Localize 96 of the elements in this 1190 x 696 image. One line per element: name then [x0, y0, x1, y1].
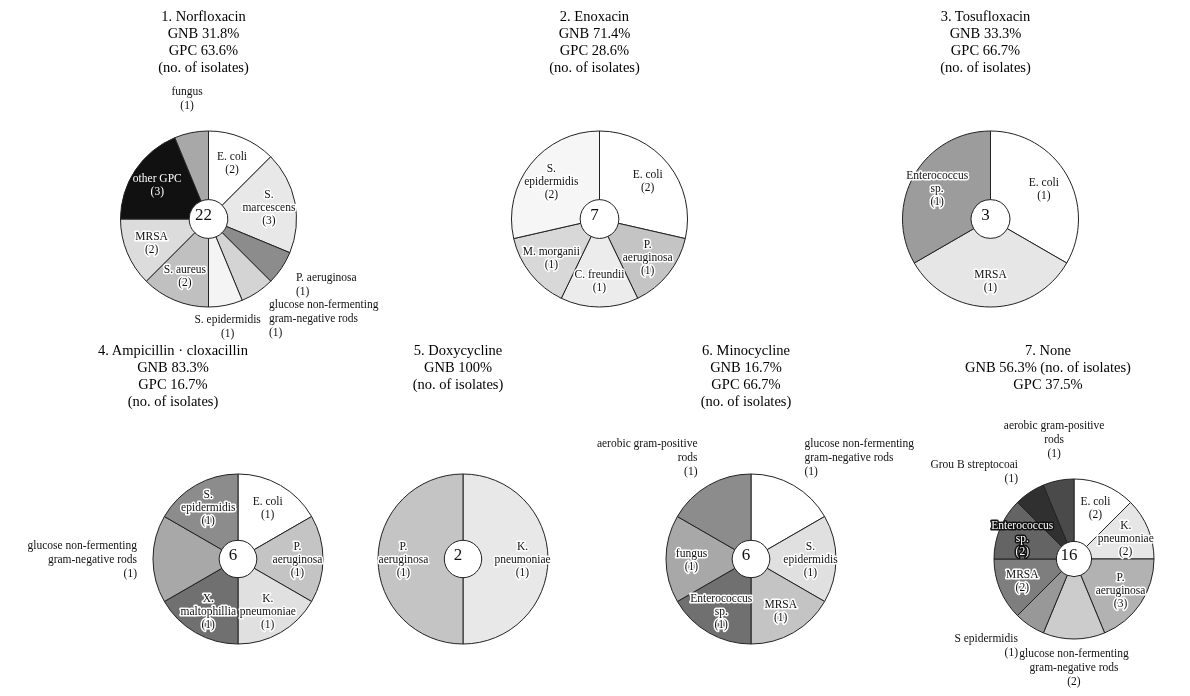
data-label: (1) [290, 566, 305, 579]
chart-subtitle: GNB 71.4% GPC 28.6% (no. of isolates) [548, 25, 641, 76]
slice-label: glucose non-fermenting gram-negative rods [268, 298, 379, 326]
data-label: (1) [261, 617, 275, 631]
chart-subtitle: GNB 100% (no. of isolates) [411, 359, 505, 393]
chart-subtitle: GNB 33.3% GPC 66.7% (no. of isolates) [939, 25, 1032, 76]
slice-label: P. aeruginosa [272, 540, 323, 566]
data-label: (1) [714, 617, 729, 631]
chart-subtitle: GNB 31.8% GPC 63.6% (no. of isolates) [157, 25, 250, 76]
text: 6 [741, 545, 751, 564]
data-label: (1) [544, 257, 559, 271]
chart-title: 1. Norfloxacin [160, 8, 247, 25]
data-label: (2) [1067, 675, 1081, 688]
data-label: (1) [803, 566, 818, 579]
slice-label: aerobic gram-positive rods [596, 436, 699, 463]
data-label: (2) [1015, 580, 1030, 594]
data-label: (1) [515, 566, 530, 579]
slice-label: MRSA [764, 598, 798, 611]
data-label: (1) [1047, 446, 1061, 460]
slice-label: E. coli [1080, 494, 1111, 507]
data-label: (1) [268, 326, 283, 340]
data-label: (1) [774, 611, 788, 625]
slice-label: P. aeruginosa [378, 540, 429, 566]
chart-subtitle: GNB 83.3% GPC 16.7% (no. of isolates) [126, 359, 220, 410]
data-label: (1) [592, 281, 607, 295]
slice-label: fungus [675, 546, 708, 560]
data-label: (2) [1015, 544, 1030, 558]
slice-label: E. coli [252, 494, 283, 507]
text: 7 [590, 205, 600, 224]
data-label: (1) [684, 559, 699, 573]
slice-label: MRSA [135, 230, 169, 243]
data-label: (1) [220, 327, 235, 341]
slice-label: C. freundii [574, 268, 625, 281]
chart-title: 7. None [1024, 342, 1072, 359]
text: 6 [228, 545, 238, 564]
data-label: (2) [1119, 544, 1133, 558]
slice-label: S. aureus [163, 263, 207, 276]
data-label: (2) [544, 187, 559, 201]
slice-label: glucose non-fermenting gram-negative rods [804, 436, 915, 464]
slice-label: E. coli [1028, 175, 1059, 188]
chart-title: 4. Ampicillin · cloxacillin [97, 342, 249, 359]
data-label: (3) [1113, 597, 1128, 611]
slice-label: aerobic gram-positive rods [1003, 418, 1105, 445]
data-label: (1) [804, 464, 819, 478]
chart-title: 5. Doxycycline [412, 342, 504, 359]
data-label: (1) [261, 507, 275, 521]
slice-label: MRSA [974, 268, 1008, 281]
chart-subtitle: GNB 56.3% (no. of isolates) GPC 37.5% [964, 359, 1132, 393]
data-label: (2) [144, 243, 159, 257]
slice-label: other GPC [132, 172, 183, 185]
slice-label: S. marcescens [242, 187, 296, 213]
slice-label: E. coli [632, 168, 663, 181]
data-label: (2) [178, 276, 192, 290]
data-label: (1) [1037, 188, 1051, 202]
slice-label: S. epidermidis [181, 488, 236, 515]
data-label: (1) [201, 514, 216, 528]
slice-label: MRSA [1005, 567, 1040, 580]
data-label: (1) [295, 285, 310, 299]
text: 22 [195, 205, 212, 224]
slice-label: P. aeruginosa [622, 238, 673, 265]
slice-label: S. epidermidis [194, 313, 262, 327]
text: 16 [1060, 545, 1078, 564]
data-label: (1) [930, 195, 945, 209]
slice-label: E. coli [217, 149, 248, 162]
chart-title: 6. Minocycline [701, 342, 791, 359]
data-label: (1) [983, 281, 998, 295]
data-label: (1) [1004, 645, 1019, 659]
data-label: (1) [180, 99, 194, 113]
slice-label: K. pneumoniae [239, 591, 296, 618]
slice-label: S. epidermidis [783, 540, 839, 566]
slice-label: fungus [171, 85, 204, 99]
slice-label: K. pneumoniae [494, 540, 551, 566]
slice-label: glucose non-fermenting gram-negative rods [27, 539, 138, 566]
data-label: (2) [1088, 507, 1103, 521]
text: 2 [453, 545, 463, 564]
slice-label: P. aeruginosa [295, 271, 357, 285]
slice-label: M. morganii [522, 244, 580, 258]
slice-label: P. aeruginosa [1095, 571, 1146, 598]
data-label: (1) [123, 567, 138, 580]
slice-label: S epidermidis [954, 631, 1019, 645]
chart-title: 2. Enoxacin [558, 8, 631, 25]
data-label: (1) [640, 264, 655, 278]
data-label: (2) [225, 162, 239, 176]
slice-label: X. maltophillia [180, 591, 237, 618]
data-label: (3) [150, 185, 165, 199]
data-label: (1) [396, 566, 411, 579]
data-label: (1) [684, 464, 698, 478]
slice-label: glucose non-fermenting gram-negative rods [1019, 647, 1130, 674]
chart-title: 3. Tosufloxacin [939, 8, 1032, 25]
slice-label: Grou B streptocoai [930, 458, 1018, 472]
data-label: (3) [262, 213, 276, 227]
slice-label: S. epidermidis [524, 161, 580, 188]
data-label: (2) [640, 181, 655, 195]
text: 3 [981, 205, 990, 224]
data-label: (1) [1004, 472, 1019, 486]
chart-subtitle: GNB 16.7% GPC 66.7% (no. of isolates) [699, 359, 793, 410]
